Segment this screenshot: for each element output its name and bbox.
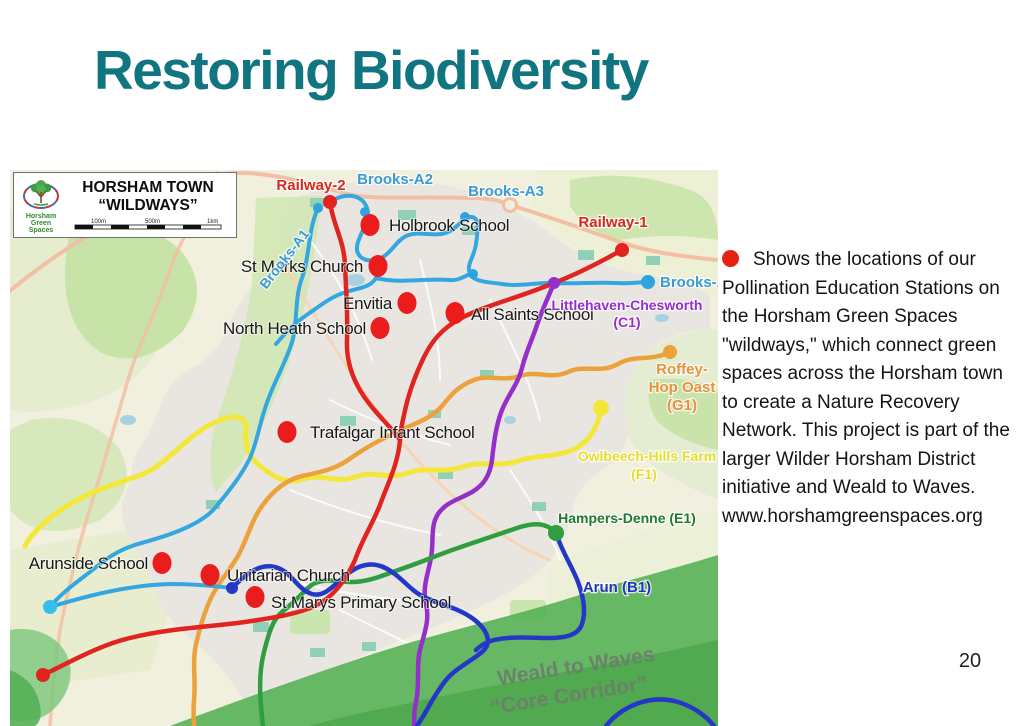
slide-title: Restoring Biodiversity [94,39,649,101]
brooks-junction-dot [460,212,470,222]
route-roffey-orange [191,349,673,726]
station-dot-icon [245,586,265,608]
route-label-hampers-denne: Hampers-Denne (E1) [558,510,696,526]
route-brooks-a1 [48,206,320,609]
route-label-roffey-line3: (G1) [667,397,697,414]
route-brooks-west-line [374,272,472,283]
station-label: All Saints School [471,305,593,324]
scale-label-500m: 500m [145,219,160,225]
station-label: Holbrook School [389,216,509,235]
station-dot-icon [368,255,388,277]
legend-title-line1: HORSHAM TOWN [82,179,214,196]
route-label-railway-2: Railway-2 [276,177,345,194]
logo-word: Spaces [28,226,54,234]
route-arun-blue-corner [603,697,717,726]
scale-bar-graphic: 100m 500m 1km [74,219,222,230]
roffey-endpoint-dot [663,345,677,359]
littlehaven-junction-dot [548,277,560,289]
station-label: North Heath School [223,319,366,338]
station-dot-icon [277,421,297,443]
railway2-endpoint-dot [323,195,337,209]
station-label: Arunside School [29,554,148,573]
station-label: Unitarian Church [227,566,350,585]
station-dot-icon [397,292,417,314]
horsham-green-spaces-logo: Horsham Green Spaces [18,177,64,234]
station-dot-icon [200,564,220,586]
route-hampers-green [257,521,559,726]
route-labels: Railway-2 Brooks-A2 Brooks-A3 Railway-1 … [255,170,718,719]
scale-bar: 100m 500m 1km [64,217,232,231]
station-arunside-school: Arunside School [28,552,172,574]
horsham-wildways-map: Holbrook School St Marks Church Envitia … [10,170,718,726]
route-label-owlbeech-line2: (F1) [631,466,657,482]
legend-main: HORSHAM TOWN “WILDWAYS” 100m 500m 1km [64,179,232,231]
hampers-endpoint-dot [548,525,564,541]
route-label-railway-1: Railway-1 [578,214,647,231]
railway-sw-endpoint-dot [36,668,50,682]
station-st-marks-church: St Marks Church [240,255,388,277]
route-label-owlbeech-line1: Owlbeech-Hills Farm [578,448,716,464]
red-dot-bullet-icon [722,250,739,267]
sidebar-text: Shows the locations of our Pollination E… [722,246,1022,531]
route-railway-south [40,437,403,678]
railway1-endpoint-dot [615,243,629,257]
station-dot-icon [445,302,465,324]
brooks-sw-endpoint-dot [43,600,57,614]
station-st-marys-primary-school: St Marys Primary School [245,586,452,613]
route-label-brooks-a3: Brooks-A3 [468,183,544,200]
station-all-saints-school: All Saints School [445,302,595,325]
station-dot-icon [370,317,390,339]
station-envitia: Envitia [342,292,417,314]
station-label: Trafalgar Infant School [310,423,474,442]
page-number: 20 [958,650,982,672]
website-url: www.horshamgreenspaces.org [722,505,983,527]
route-label-littlehaven-line1: Littlehaven-Chesworth [552,297,703,313]
route-label-arun: Arun (B1) [583,579,651,596]
station-holbrook-school: Holbrook School [360,214,511,236]
brooks-a4-endpoint-dot [641,275,655,289]
description-text: Shows the locations of our Pollination E… [722,249,1010,498]
station-label: Envitia [343,294,393,313]
route-label-roffey-line2: Hop Oast [649,379,716,396]
pollination-stations: Holbrook School St Marks Church Envitia … [28,214,595,613]
map-canvas: Holbrook School St Marks Church Envitia … [10,170,718,726]
legend-title-line2: “WILDWAYS” [98,197,198,214]
scale-label-100m: 100m [91,219,106,225]
map-legend: Horsham Green Spaces HORSHAM TOWN “WILDW… [13,172,237,238]
route-owlbeech-yellow [22,405,604,549]
station-label: St Marks Church [241,257,363,276]
brooks-junction-dot [313,203,323,213]
arun-junction-dot [226,582,238,594]
tree-logo-icon [23,179,59,209]
station-trafalgar-infant-school: Trafalgar Infant School [277,421,476,443]
station-dot-icon [360,214,380,236]
wildway-routes [22,193,717,726]
route-littlehaven-purple [411,280,557,726]
scale-label-1km: 1km [207,219,218,225]
logo-word: Horsham [25,212,57,220]
station-north-heath-school: North Heath School [222,317,390,339]
description-paragraph: Shows the locations of our Pollination E… [722,246,1022,503]
brooks-junction-dot [468,269,478,279]
logo-word: Green [30,219,52,227]
route-arun-blue-east [473,530,587,653]
station-label: St Marys Primary School [271,593,451,612]
route-endpoint-dots [36,195,677,682]
owlbeech-endpoint-dot [593,400,609,416]
route-arun-blue [229,562,491,726]
station-dot-icon [152,552,172,574]
route-label-brooks-a4: Brooks-A4 [660,274,718,291]
route-label-roffey-line1: Roffey- [656,361,708,378]
station-unitarian-church: Unitarian Church [200,564,351,586]
route-railway-2 [327,199,403,443]
route-label-littlehaven-line2: (C1) [613,314,640,330]
route-label-brooks-a2: Brooks-A2 [357,171,433,188]
